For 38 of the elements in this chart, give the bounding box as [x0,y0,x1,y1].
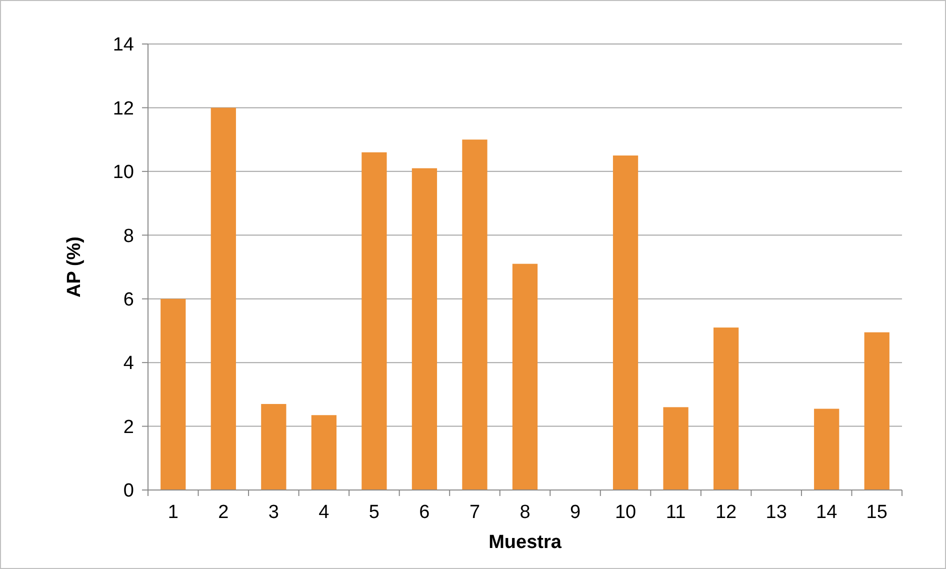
bar [412,168,438,490]
bar [462,140,488,490]
x-tick-label: 8 [520,502,530,523]
x-tick-label: 2 [218,502,229,523]
bar [864,332,890,490]
x-tick-label: 12 [715,502,737,523]
y-axis-title: AP (%) [64,236,85,298]
y-tick-label: 12 [112,98,134,120]
x-tick-label: 6 [419,502,430,523]
x-tick-label: 10 [614,502,636,523]
x-tick-label: 11 [666,502,686,523]
bar [311,415,336,490]
bar [362,152,387,490]
bar [612,156,638,490]
y-tick-label: 6 [123,290,134,311]
y-tick-label: 0 [123,480,134,502]
bar [663,407,688,490]
x-tick-label: 1 [168,502,178,523]
x-tick-label: 9 [570,502,581,523]
x-tick-label: 4 [318,502,330,523]
y-tick-label: 4 [123,353,134,374]
x-tick-label: 13 [766,502,787,523]
x-axis-title: Muestra [488,532,562,553]
bar [261,404,286,490]
x-tick-label: 3 [268,502,279,523]
bar [814,408,840,490]
y-tick-label: 2 [123,416,134,438]
y-tick-label: 8 [123,226,134,247]
x-tick-label: 15 [866,502,888,523]
x-tick-label: 7 [469,502,480,523]
y-tick-label: 10 [112,162,134,184]
x-tick-label: 14 [816,502,838,523]
y-tick-label: 14 [112,34,134,56]
x-tick-label: 5 [368,502,380,523]
bar [210,108,236,490]
bar [512,264,538,490]
bar [714,328,739,490]
bar [160,298,186,490]
